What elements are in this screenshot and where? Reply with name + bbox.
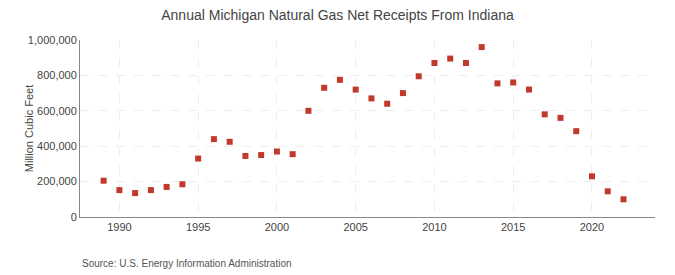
svg-text:800,000: 800,000 xyxy=(37,69,77,81)
svg-text:400,000: 400,000 xyxy=(37,140,77,152)
svg-text:Annual Michigan Natural Gas Ne: Annual Michigan Natural Gas Net Receipts… xyxy=(161,7,514,23)
svg-text:Source: U.S. Energy Informatio: Source: U.S. Energy Information Administ… xyxy=(82,258,292,269)
svg-text:2005: 2005 xyxy=(343,221,367,233)
svg-text:2015: 2015 xyxy=(501,221,525,233)
svg-text:1990: 1990 xyxy=(107,221,131,233)
svg-text:2010: 2010 xyxy=(422,221,446,233)
svg-text:200,000: 200,000 xyxy=(37,175,77,187)
svg-text:600,000: 600,000 xyxy=(37,105,77,117)
svg-text:2020: 2020 xyxy=(580,221,604,233)
svg-text:0: 0 xyxy=(71,211,77,223)
svg-text:2000: 2000 xyxy=(265,221,289,233)
svg-text:Million Cubic Feet: Million Cubic Feet xyxy=(23,85,35,172)
svg-text:1,000,000: 1,000,000 xyxy=(28,34,77,46)
svg-text:1995: 1995 xyxy=(186,221,210,233)
